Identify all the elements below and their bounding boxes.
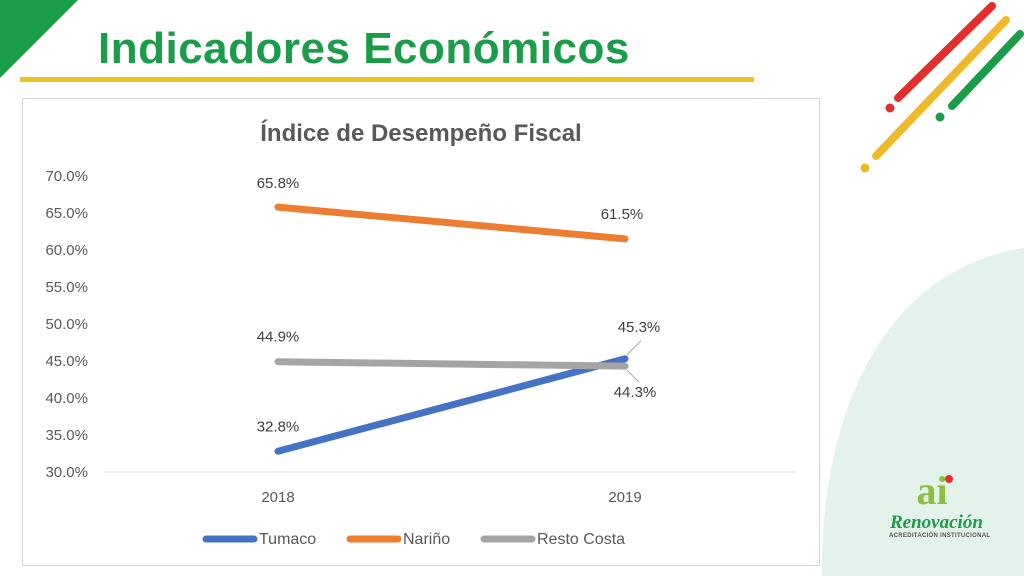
chart-frame <box>22 98 820 566</box>
data-label: 32.8% <box>257 418 300 435</box>
x-tick-label: 2019 <box>608 489 641 506</box>
logo-subtitle: ACREDITACIÓN INSTITUCIONAL <box>889 533 991 539</box>
y-tick-label: 40.0% <box>45 390 88 407</box>
y-tick-label: 50.0% <box>45 316 88 333</box>
renovacion-logo: ai <box>916 470 953 513</box>
logo-wordmark: Renovación <box>890 512 983 533</box>
y-tick-label: 60.0% <box>45 242 88 259</box>
data-labels: 32.8% 45.3% 65.8% 61.5% 44.9% 44.3% <box>257 175 661 435</box>
series-line-resto-costa <box>274 358 629 370</box>
yellow-dot <box>860 163 870 173</box>
series-line-tumaco <box>274 355 629 455</box>
green-blob <box>821 248 1024 576</box>
title-underline <box>20 77 754 82</box>
logo-mark: ai <box>916 470 947 513</box>
y-tick-label: 70.0% <box>45 168 88 185</box>
series-lines <box>274 203 629 455</box>
green-dot <box>935 112 945 122</box>
data-label: 65.8% <box>257 175 300 192</box>
line-chart: Índice de Desempeño Fiscal 30.0% 35.0% 40.… <box>45 119 795 548</box>
corner-triangle <box>0 0 78 78</box>
chart-title: Índice de Desempeño Fiscal <box>260 119 581 147</box>
logo-dot <box>945 475 953 483</box>
green-stripe <box>948 30 1024 110</box>
series-line-nariño <box>274 203 629 243</box>
y-tick-label: 55.0% <box>45 279 88 296</box>
legend: Tumaco Nariño Resto Costa <box>202 531 625 548</box>
data-label: 61.5% <box>601 206 644 223</box>
y-tick-label: 65.0% <box>45 205 88 222</box>
legend-label: Tumaco <box>259 531 316 548</box>
legend-label: Nariño <box>403 531 450 548</box>
legend-label: Resto Costa <box>537 531 625 548</box>
y-tick-label: 35.0% <box>45 427 88 444</box>
page-title: Indicadores Económicos <box>98 24 630 73</box>
label-leader-line <box>626 340 642 356</box>
label-leader-line <box>626 369 640 383</box>
data-label: 44.9% <box>257 329 300 346</box>
red-dot <box>885 103 895 113</box>
data-label: 44.3% <box>614 384 657 401</box>
y-axis-ticks: 30.0% 35.0% 40.0% 45.0% 50.0% 55.0% 60.0% 65.0%… <box>45 168 88 481</box>
x-tick-label: 2018 <box>261 489 294 506</box>
x-axis-ticks: 2018 2019 <box>261 489 641 506</box>
yellow-stripe <box>872 16 1010 160</box>
y-tick-label: 45.0% <box>45 353 88 370</box>
red-stripe <box>894 2 996 102</box>
data-label: 45.3% <box>618 319 661 336</box>
y-tick-label: 30.0% <box>45 464 88 481</box>
